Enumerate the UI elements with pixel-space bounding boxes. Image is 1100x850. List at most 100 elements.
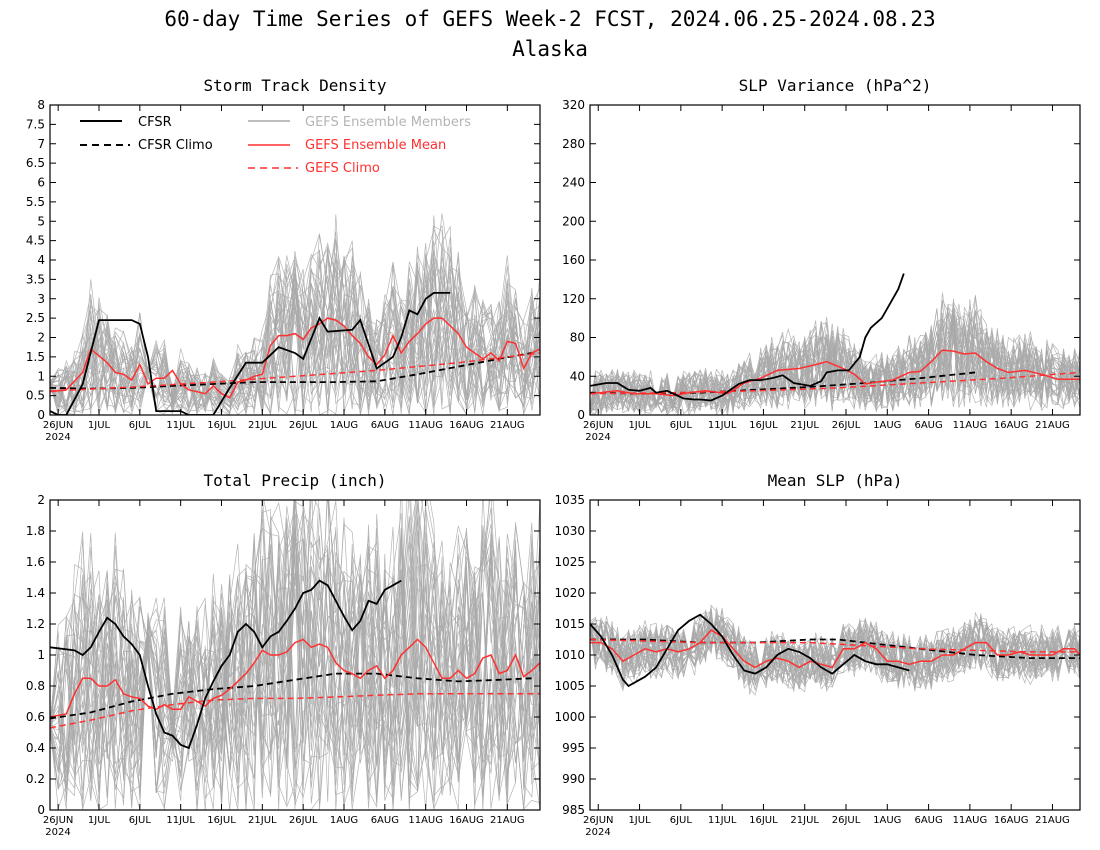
figure-subtitle: Alaska bbox=[512, 37, 588, 61]
ensemble-member-line bbox=[50, 225, 540, 413]
y-tick-label: 1 bbox=[37, 369, 45, 383]
x-tick-label: 16JUL bbox=[207, 815, 236, 826]
members-layer bbox=[590, 604, 1080, 696]
x-tick-label: 6AUG bbox=[371, 815, 399, 826]
ensemble-member-line bbox=[50, 500, 540, 810]
y-tick-label: 0.8 bbox=[26, 679, 45, 693]
x-tick-label: 11AUG bbox=[408, 420, 443, 431]
panel-title: Storm Track Density bbox=[203, 76, 386, 95]
x-tick-label: 16JUL bbox=[749, 815, 778, 826]
x-tick-label: 26JUL bbox=[289, 420, 318, 431]
ensemble-member-line bbox=[50, 253, 540, 415]
ensemble-member-line bbox=[50, 527, 540, 810]
x-tick-label: 26JUL bbox=[289, 815, 318, 826]
y-tick-label: 995 bbox=[562, 741, 585, 755]
x-tick-label: 21AUG bbox=[1035, 420, 1070, 431]
x-tick-label: 1JUL bbox=[88, 420, 111, 431]
ensemble-member-line bbox=[50, 253, 540, 415]
x-tick-label: 26JUL bbox=[832, 420, 861, 431]
members-layer bbox=[50, 213, 540, 415]
series-layer bbox=[50, 579, 540, 750]
y-tick-label: 0.5 bbox=[26, 389, 45, 403]
x-tick-label: 1JUL bbox=[628, 815, 651, 826]
y-tick-label: 1.4 bbox=[26, 586, 45, 600]
x-tick-label: 6AUG bbox=[914, 815, 942, 826]
panel-title: Mean SLP (hPa) bbox=[768, 471, 903, 490]
panel-title: SLP Variance (hPa^2) bbox=[739, 76, 932, 95]
ensemble-member-line bbox=[50, 500, 540, 810]
panel-total-precip: Total Precip (inch) 0 0.2 0.4 0.6 0.8 1 1.2 1.4… bbox=[26, 471, 541, 838]
ensemble-member-line bbox=[50, 500, 540, 810]
panel-title: Total Precip (inch) bbox=[203, 471, 386, 490]
x-year-label: 2024 bbox=[585, 432, 610, 443]
y-tick-label: 2 bbox=[37, 493, 45, 507]
y-tick-label: 0.6 bbox=[26, 710, 45, 724]
panel-storm-track-density: Storm Track Density 0 0.5 1 1.5 2 2.5 3 3.5 4 4.5… bbox=[26, 76, 541, 443]
x-tick-label: 26JUN bbox=[583, 815, 613, 826]
ensemble-member-line bbox=[50, 500, 540, 810]
x-tick-label: 11JUL bbox=[166, 815, 195, 826]
figure-title: 60-day Time Series of GEFS Week-2 FCST, … bbox=[164, 7, 935, 31]
x-tick-label: 6JUL bbox=[670, 420, 693, 431]
y-axis: 0 40 80 120 160 200 240 280 320 bbox=[562, 98, 1080, 422]
y-tick-label: 4 bbox=[37, 253, 45, 267]
ensemble-member-line bbox=[50, 283, 540, 415]
x-tick-label: 11AUG bbox=[408, 815, 443, 826]
ensemble-member-line bbox=[50, 237, 540, 415]
y-tick-label: 5.5 bbox=[26, 195, 45, 209]
x-tick-label: 16AUG bbox=[994, 815, 1029, 826]
ensemble-member-line bbox=[50, 500, 540, 810]
ensemble-member-line bbox=[50, 520, 540, 810]
series-line-gefs-climo bbox=[50, 352, 540, 392]
x-tick-label: 11JUL bbox=[708, 815, 737, 826]
y-tick-label: 1 bbox=[37, 648, 45, 662]
x-axis: 26JUN 1JUL 6JUL 11JUL 16JUL 21JUL 26JUL 1AUG 6AU… bbox=[43, 500, 525, 838]
series-line-gefs-climo bbox=[590, 638, 1080, 653]
series-line-cfsr bbox=[590, 273, 905, 402]
x-tick-label: 6AUG bbox=[914, 420, 942, 431]
ensemble-member-line bbox=[50, 500, 540, 810]
ensemble-member-line bbox=[590, 312, 1080, 415]
x-tick-label: 1AUG bbox=[330, 420, 358, 431]
ensemble-member-line bbox=[50, 500, 540, 806]
y-tick-label: 1.5 bbox=[26, 350, 45, 364]
ensemble-member-line bbox=[50, 507, 540, 808]
y-tick-label: 7.5 bbox=[26, 117, 45, 131]
ensemble-member-line bbox=[50, 500, 540, 800]
y-tick-label: 200 bbox=[562, 214, 585, 228]
ensemble-member-line bbox=[50, 501, 540, 810]
y-tick-label: 1.6 bbox=[26, 555, 45, 569]
series-line-cfsr bbox=[50, 579, 402, 750]
x-tick-label: 1AUG bbox=[873, 420, 901, 431]
series-line-gefs-ensemble-mean bbox=[50, 638, 540, 718]
x-tick-label: 21JUL bbox=[248, 815, 277, 826]
y-tick-label: 80 bbox=[570, 331, 585, 345]
y-tick-label: 120 bbox=[562, 292, 585, 306]
x-tick-label: 21AUG bbox=[490, 420, 525, 431]
ensemble-member-line bbox=[50, 265, 540, 415]
y-tick-label: 5 bbox=[37, 214, 45, 228]
y-tick-label: 240 bbox=[562, 176, 585, 190]
x-tick-label: 1JUL bbox=[628, 420, 651, 431]
y-tick-label: 8 bbox=[37, 98, 45, 112]
x-tick-label: 11AUG bbox=[953, 815, 988, 826]
y-tick-label: 40 bbox=[570, 369, 585, 383]
x-axis: 26JUN 1JUL 6JUL 11JUL 16JUL 21JUL 26JUL 1AUG 6AU… bbox=[583, 500, 1070, 838]
legend: CFSR CFSR Climo GEFS Ensemble Members GE… bbox=[80, 115, 471, 176]
x-tick-label: 11JUL bbox=[708, 420, 737, 431]
ensemble-member-line bbox=[50, 539, 540, 809]
x-tick-label: 26JUN bbox=[43, 420, 73, 431]
y-tick-label: 320 bbox=[562, 98, 585, 112]
x-tick-label: 26JUL bbox=[832, 815, 861, 826]
series-line-gefs-climo bbox=[50, 693, 540, 729]
y-tick-label: 0.4 bbox=[26, 741, 45, 755]
x-tick-label: 21JUL bbox=[790, 815, 819, 826]
x-tick-label: 21AUG bbox=[490, 815, 525, 826]
y-axis: 0 0.2 0.4 0.6 0.8 1 1.2 1.4 1.6 1.8 2 bbox=[26, 493, 540, 817]
y-tick-label: 1020 bbox=[554, 586, 585, 600]
x-tick-label: 6JUL bbox=[129, 420, 152, 431]
ensemble-member-line bbox=[590, 323, 1080, 415]
y-tick-label: 6 bbox=[37, 176, 45, 190]
ensemble-member-line bbox=[50, 526, 540, 810]
